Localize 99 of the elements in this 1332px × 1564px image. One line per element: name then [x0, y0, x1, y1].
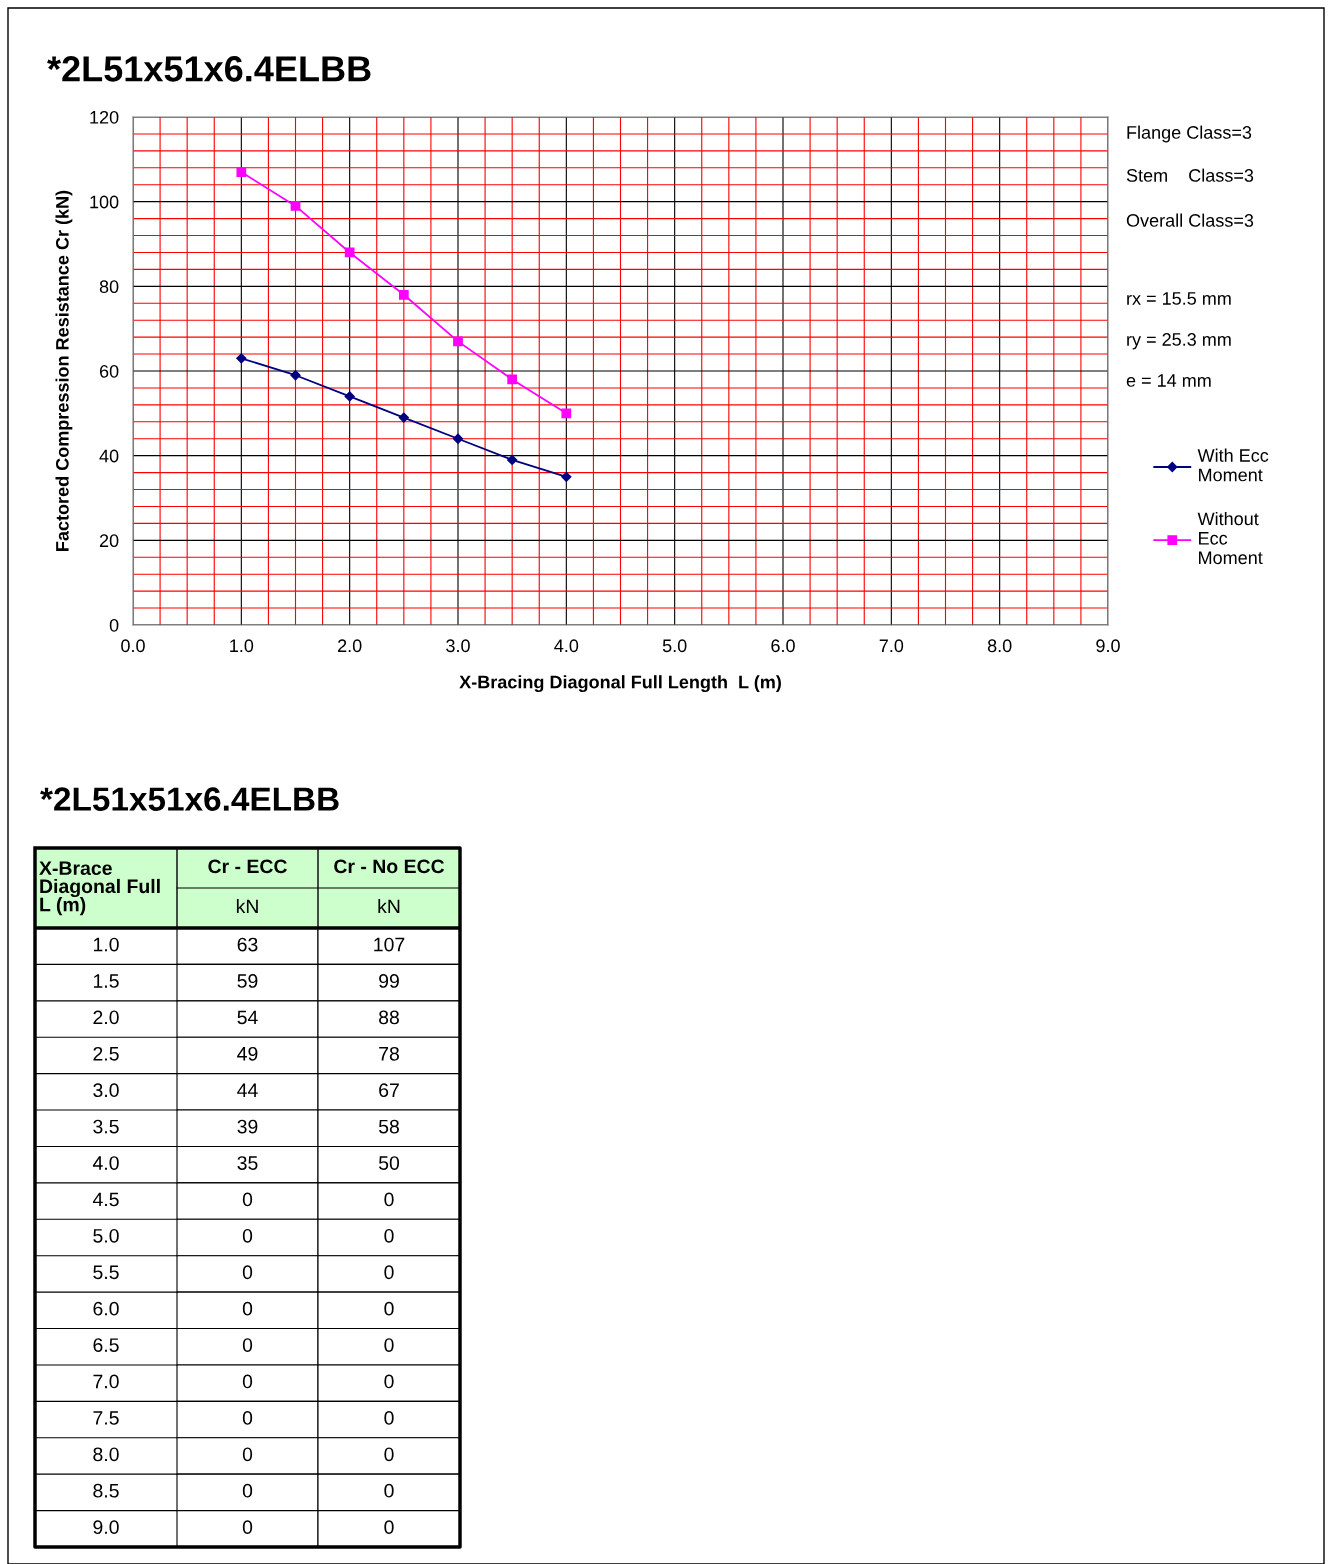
- y-tick-label: 6.5: [93, 1338, 119, 1352]
- point: [453, 336, 463, 347]
- data-label: 0: [242, 1411, 253, 1425]
- data-label: 78: [379, 1046, 399, 1061]
- x-tick-label: Cr - No ECC: [334, 859, 445, 874]
- data-label: 59: [237, 974, 258, 988]
- y-tick-label: 3.5: [93, 1119, 119, 1134]
- y-tick-label: 4.5: [92, 1192, 119, 1207]
- text: Stem Class=3: [1126, 168, 1254, 182]
- data-label: 0: [242, 1192, 253, 1207]
- data-label: 0: [242, 1374, 253, 1389]
- x-tick-label: 3.0: [446, 639, 470, 653]
- text: ry = 25.3 mm: [1127, 333, 1231, 350]
- text: e = 14 mm: [1126, 374, 1211, 387]
- x-tick-label: Cr - ECC: [208, 859, 287, 874]
- data-label: 0: [242, 1301, 253, 1316]
- chart-title: *2L51x51x6.4ELBB: [40, 787, 339, 811]
- data-label: 0: [384, 1447, 394, 1462]
- point: [507, 454, 518, 466]
- text: kN: [378, 898, 400, 914]
- data-label: 0: [242, 1338, 253, 1352]
- data-label: 58: [378, 1119, 399, 1134]
- legend-label: With Ecc Moment: [1197, 448, 1269, 482]
- point: [236, 353, 247, 364]
- text: Flange Class=3: [1127, 125, 1252, 143]
- y-tick-label: 4.0: [92, 1156, 119, 1170]
- data-label: 0: [242, 1483, 253, 1498]
- data-label: 107: [374, 937, 405, 952]
- point: [561, 408, 572, 419]
- y-tick-label: 1.0: [93, 937, 119, 952]
- data-label: 39: [237, 1119, 258, 1134]
- y-tick-label: 7.0: [93, 1374, 119, 1389]
- x-tick-label: 6.0: [771, 639, 795, 653]
- y-tick-label: 6.0: [93, 1301, 119, 1316]
- data-label: 35: [237, 1156, 258, 1170]
- data-label: 0: [242, 1265, 253, 1280]
- data-label: 44: [237, 1083, 258, 1097]
- point: [452, 433, 464, 444]
- point: [507, 374, 518, 385]
- y-tick-label: 0: [109, 618, 119, 632]
- y-tick-label: 20: [99, 534, 119, 548]
- y-tick-label: 5.5: [93, 1265, 119, 1280]
- data-label: 0: [242, 1447, 253, 1462]
- y-tick-label: 2.0: [93, 1010, 119, 1025]
- point: [236, 167, 247, 177]
- point: [344, 247, 355, 258]
- data-label: 0: [384, 1520, 394, 1535]
- y-tick-label: 1.5: [93, 974, 119, 988]
- data-label: 0: [242, 1520, 253, 1535]
- data-label: 50: [378, 1156, 400, 1170]
- data-label: 88: [379, 1010, 399, 1025]
- text: kN: [236, 898, 258, 914]
- y-tick-label: 2.5: [93, 1046, 119, 1061]
- x-tick-label: 5.0: [662, 639, 687, 653]
- data-label: 0: [384, 1192, 394, 1207]
- legend-label: Without Ecc Moment: [1197, 511, 1263, 565]
- y-tick-label: 9.0: [93, 1520, 119, 1535]
- data-label: 0: [384, 1228, 394, 1243]
- data-label: 54: [237, 1010, 258, 1025]
- point: [561, 471, 572, 482]
- x-tick-label: 0.0: [121, 639, 145, 653]
- data-label: 63: [237, 937, 258, 952]
- y-tick-label: 8.5: [93, 1483, 119, 1498]
- data-label: 0: [242, 1228, 253, 1243]
- x-tick-label: 4.0: [554, 639, 579, 653]
- data-label: 0: [384, 1411, 394, 1425]
- data-label: 0: [384, 1301, 394, 1316]
- x-axis-title: X-Brace Diagonal Full L (m): [39, 861, 160, 916]
- y-tick-label: 40: [99, 449, 119, 463]
- point: [290, 201, 301, 211]
- point: [290, 370, 301, 381]
- data-label: 0: [384, 1374, 394, 1389]
- point: [398, 412, 409, 423]
- text: Overall Class=3: [1126, 213, 1254, 227]
- y-tick-label: 80: [99, 280, 119, 294]
- y-tick-label: 60: [99, 364, 119, 378]
- point: [344, 391, 355, 402]
- text: rx = 15.5 mm: [1127, 292, 1231, 305]
- y-tick-label: 120: [90, 110, 119, 124]
- y-tick-label: 5.0: [93, 1228, 119, 1243]
- data-label: 0: [384, 1265, 394, 1280]
- x-tick-label: 8.0: [987, 639, 1012, 653]
- data-label: 67: [379, 1083, 399, 1098]
- y-axis-title: Factored Compression Resistance Cr (kN): [55, 190, 73, 551]
- y-tick-label: 7.5: [93, 1411, 119, 1425]
- data-label: 0: [384, 1483, 394, 1498]
- x-tick-label: 2.0: [338, 639, 362, 653]
- point: [398, 289, 409, 300]
- y-tick-label: 8.0: [93, 1447, 119, 1462]
- chart-title: *2L51x51x6.4ELBB: [47, 56, 371, 82]
- data-label: 49: [237, 1046, 258, 1061]
- y-tick-label: 3.0: [93, 1083, 119, 1098]
- x-tick-label: 7.0: [879, 639, 904, 653]
- x-tick-label: 9.0: [1096, 639, 1120, 653]
- data-label: 99: [379, 974, 399, 988]
- data-label: 0: [384, 1338, 394, 1352]
- y-tick-label: 100: [90, 195, 119, 209]
- x-tick-label: 1.0: [230, 639, 254, 653]
- x-axis-title: X-Bracing Diagonal Full Length L (m): [459, 675, 781, 693]
